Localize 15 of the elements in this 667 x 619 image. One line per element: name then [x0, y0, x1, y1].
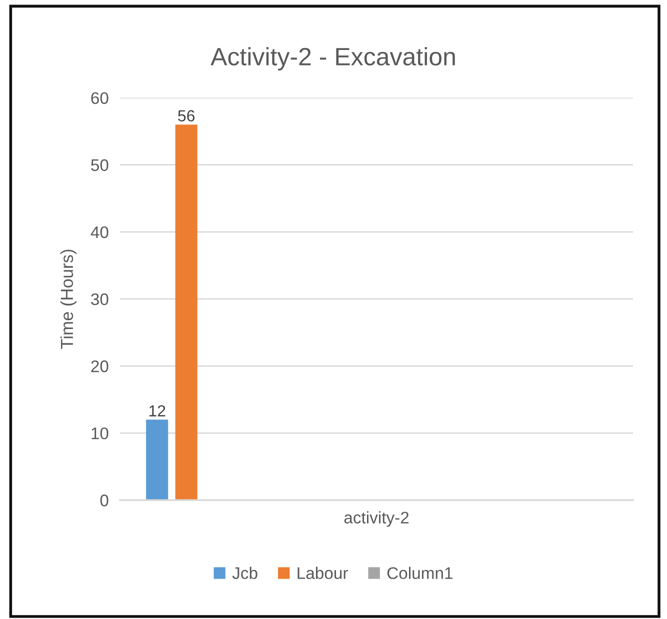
legend-label: Jcb [232, 566, 258, 580]
legend-label: Labour [298, 566, 348, 580]
legend-label: Column1 [387, 566, 452, 580]
y-tick-label: 20 [91, 360, 108, 372]
y-axis-title: Time (Hours) [60, 250, 77, 349]
chart-title: Activity-2 - Excavation [210, 47, 455, 70]
data-label: 12 [149, 405, 166, 416]
x-tick-label: activity-2 [344, 511, 409, 527]
y-tick-label: 30 [91, 293, 108, 306]
y-tick-label: 60 [91, 92, 108, 104]
y-tick-label: 10 [92, 427, 108, 440]
y-tick-label: 0 [100, 494, 108, 506]
data-label: 56 [178, 110, 195, 122]
y-tick-label: 40 [90, 226, 108, 238]
y-tick-label: 50 [91, 159, 108, 172]
